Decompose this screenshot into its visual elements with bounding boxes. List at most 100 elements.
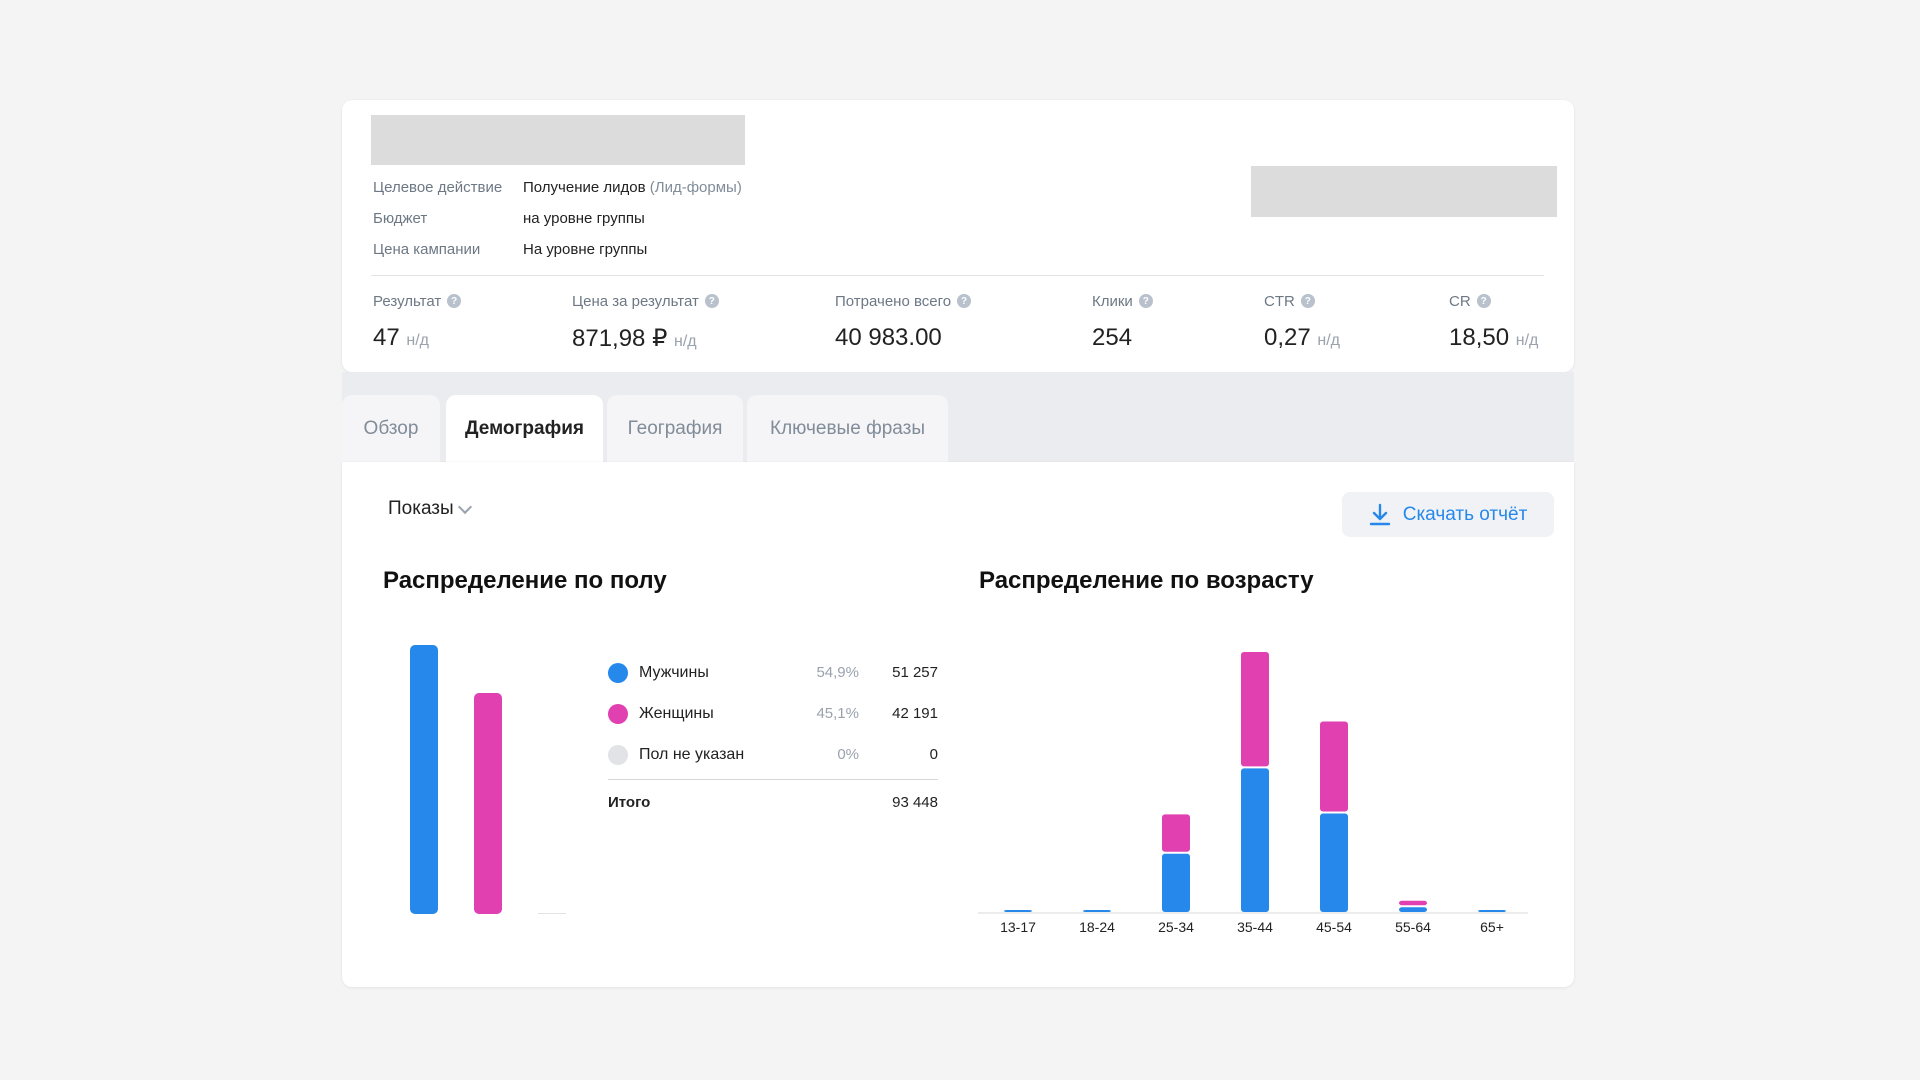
metric-spent-total: Потрачено всего? 40 983.00 <box>835 292 972 352</box>
info-key: Цена кампании <box>373 241 481 258</box>
legend-label: Мужчины <box>639 663 709 681</box>
legend-dot <box>608 662 628 683</box>
legend-total-value: 93 448 <box>892 793 938 811</box>
gender-legend: Мужчины 54,9% 51 257 Женщины 45,1% 42 19… <box>608 652 938 824</box>
age-bar-segment <box>1399 900 1427 906</box>
tab-bar: Обзор Демография География Ключевые фраз… <box>342 372 1574 462</box>
tab-demography[interactable]: Демография <box>446 395 603 462</box>
age-bar-segment <box>1162 814 1190 852</box>
tab-key-phrases[interactable]: Ключевые фразы <box>747 395 948 462</box>
legend-percent: 54,9% <box>816 664 859 681</box>
metric-value: 40 983.00 <box>835 324 942 351</box>
legend-total-label: Итого <box>608 793 651 811</box>
metric-value: 871,98 ₽ <box>572 325 668 352</box>
age-bar-segment <box>1320 813 1348 912</box>
chevron-down-icon <box>457 499 472 514</box>
legend-row-women: Женщины 45,1% 42 191 <box>608 693 938 734</box>
download-icon <box>1369 503 1390 525</box>
help-icon[interactable]: ? <box>1138 294 1153 308</box>
metric-result: Результат? 47 н/д <box>373 292 462 352</box>
info-row-target-action: Целевое действие Получение лидов (Лид-фо… <box>373 172 742 203</box>
age-tick-label: 25-34 <box>1158 919 1194 935</box>
age-bar-segment <box>1241 652 1269 767</box>
bar-unspecified <box>538 913 566 914</box>
metric-label: CR <box>1449 292 1471 310</box>
info-key: Целевое действие <box>373 179 503 196</box>
age-bar-segment <box>1399 907 1427 912</box>
info-value: На уровне группы <box>523 241 648 258</box>
help-icon[interactable]: ? <box>447 294 462 308</box>
help-icon[interactable]: ? <box>704 294 719 308</box>
metric-label: Цена за результат <box>572 292 699 310</box>
age-bar-segment <box>1083 910 1111 912</box>
age-tick-label: 18-24 <box>1079 919 1115 935</box>
legend-percent: 0% <box>837 746 859 763</box>
legend-row-unspecified: Пол не указан 0% 0 <box>608 734 938 775</box>
help-icon[interactable]: ? <box>957 294 972 308</box>
age-tick-label: 55-64 <box>1395 919 1431 935</box>
legend-label: Пол не указан <box>639 745 745 763</box>
legend-value: 51 257 <box>892 664 938 681</box>
legend-dot <box>608 744 628 765</box>
legend-value: 0 <box>929 746 938 763</box>
bar-women <box>474 693 502 914</box>
demography-card: Показы Скачать отчёт Распределение по по… <box>342 462 1574 987</box>
legend-divider <box>608 779 938 780</box>
metric-label: CTR <box>1264 292 1295 310</box>
download-report-button[interactable]: Скачать отчёт <box>1342 492 1554 537</box>
metric-value: 254 <box>1092 324 1133 351</box>
legend-total-row: Итого 93 448 <box>608 780 938 824</box>
metric-na: н/д <box>1317 332 1341 349</box>
metric-cost-per-result: Цена за результат? 871,98 ₽ н/д <box>572 292 719 353</box>
metrics-row: Результат? 47 н/д Цена за результат? 871… <box>373 292 1544 362</box>
legend-row-men: Мужчины 54,9% 51 257 <box>608 652 938 693</box>
metric-value: 18,50 <box>1449 324 1510 351</box>
campaign-info-table: Целевое действие Получение лидов (Лид-фо… <box>373 172 742 265</box>
age-section-title: Распределение по возрасту <box>979 567 1314 594</box>
age-tick-label: 45-54 <box>1316 919 1352 935</box>
metric-select-label: Показы <box>388 498 454 519</box>
gender-bar-chart <box>402 644 582 914</box>
help-icon[interactable]: ? <box>1300 294 1315 308</box>
campaign-title-redacted <box>371 115 745 165</box>
age-bar-segment <box>1004 910 1032 912</box>
legend-value: 42 191 <box>892 705 938 722</box>
metric-ctr: CTR? 0,27 н/д <box>1264 292 1340 352</box>
metric-clicks: Клики? 254 <box>1092 292 1153 352</box>
summary-divider <box>371 275 1544 276</box>
info-key: Бюджет <box>373 210 428 227</box>
help-icon[interactable]: ? <box>1476 294 1491 308</box>
metric-select[interactable]: Показы <box>388 498 472 520</box>
age-tick-label: 13-17 <box>1000 919 1036 935</box>
info-value: Получение лидов (Лид-формы) <box>523 179 742 196</box>
metric-value: 0,27 <box>1264 324 1311 351</box>
download-label: Скачать отчёт <box>1402 503 1528 525</box>
legend-label: Женщины <box>639 704 714 722</box>
metric-cr: CR? 18,50 н/д <box>1449 292 1538 352</box>
metric-na: н/д <box>1515 332 1539 349</box>
age-bar-chart: 13-17 18-24 25-34 35-44 45-54 55-64 65+ <box>978 652 1528 935</box>
campaign-summary-card: Целевое действие Получение лидов (Лид-фо… <box>342 100 1574 372</box>
age-bar-segment <box>1320 721 1348 812</box>
info-row-budget: Бюджет на уровне группы <box>373 203 742 234</box>
metric-na: н/д <box>674 333 697 350</box>
campaign-status-redacted <box>1251 166 1557 217</box>
age-bar-segment <box>1162 853 1190 912</box>
tab-geography[interactable]: География <box>607 395 743 462</box>
age-bar-segment <box>1241 768 1269 912</box>
metric-value: 47 <box>373 324 400 351</box>
legend-dot <box>608 703 628 724</box>
info-value: на уровне группы <box>523 210 645 227</box>
legend-percent: 45,1% <box>816 705 859 722</box>
age-tick-label: 65+ <box>1480 919 1504 935</box>
info-row-campaign-price: Цена кампании На уровне группы <box>373 234 742 265</box>
campaign-stats-page: Целевое действие Получение лидов (Лид-фо… <box>342 100 1574 987</box>
tab-overview[interactable]: Обзор <box>342 395 440 462</box>
gender-section-title: Распределение по полу <box>383 567 667 594</box>
metric-label: Потрачено всего <box>835 292 952 310</box>
metric-label: Результат <box>373 292 442 310</box>
metric-na: н/д <box>406 332 429 349</box>
age-bar-segment <box>1478 910 1506 912</box>
age-tick-label: 35-44 <box>1237 919 1273 935</box>
metric-label: Клики <box>1092 292 1133 310</box>
